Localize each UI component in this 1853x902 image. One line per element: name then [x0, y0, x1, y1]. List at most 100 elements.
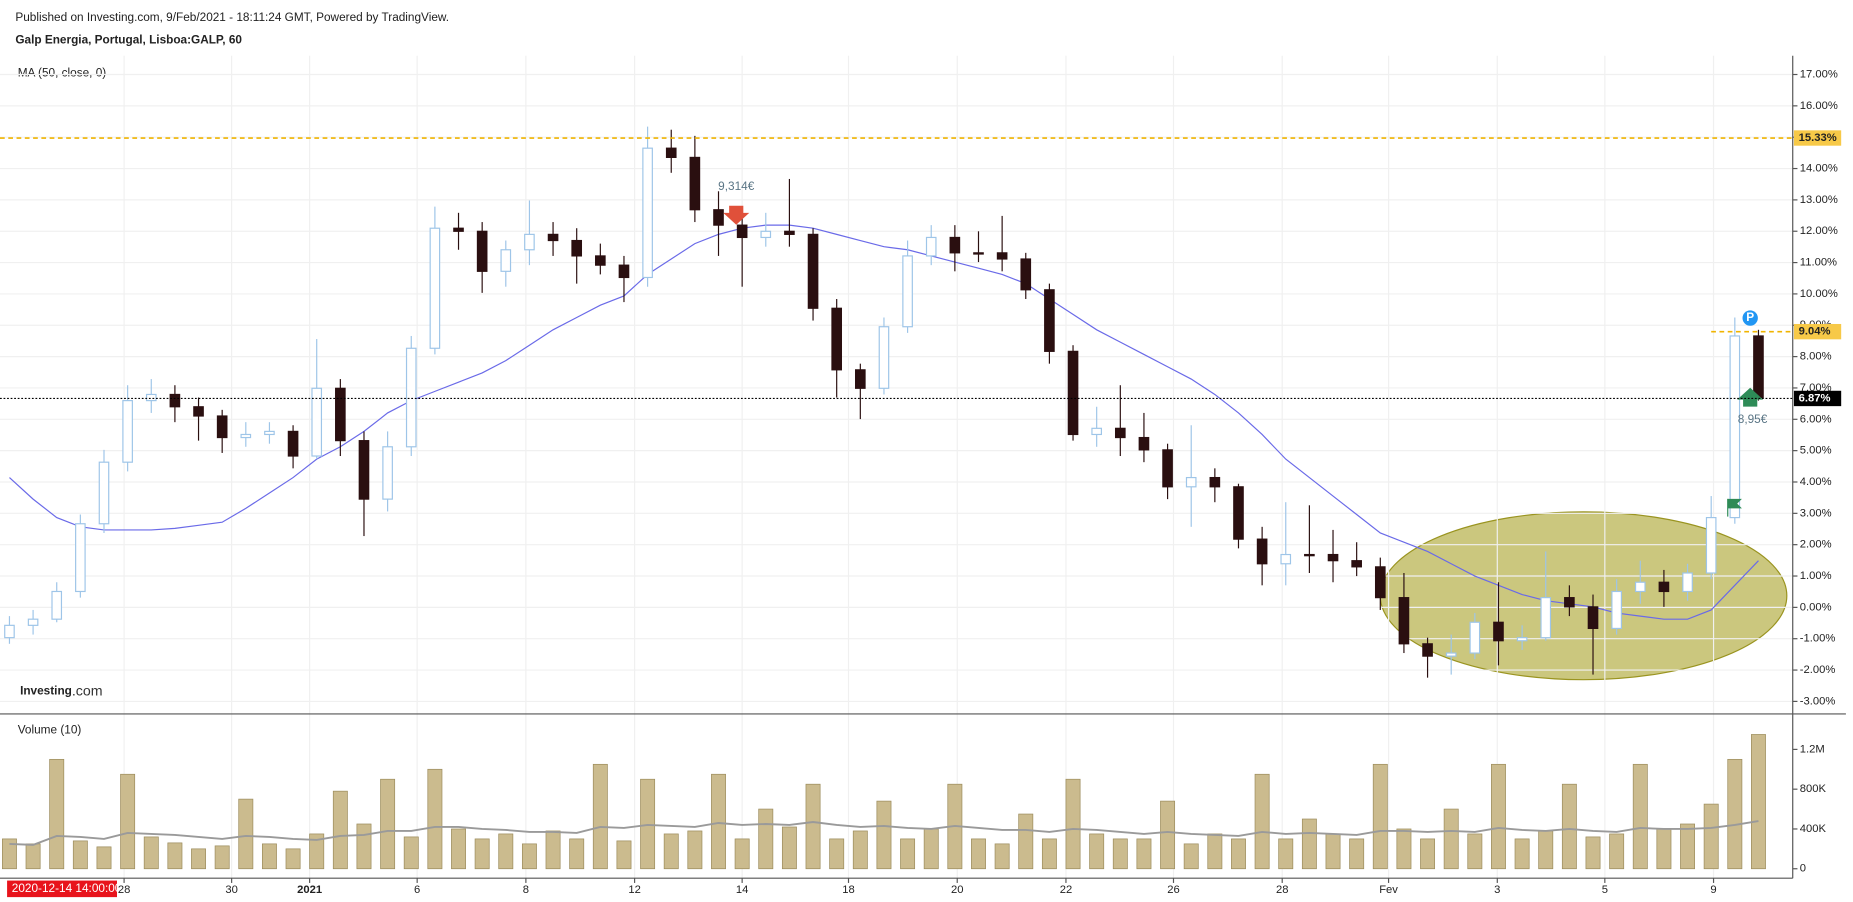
buy-arrow [1737, 387, 1764, 407]
x-tick-label: 8 [523, 884, 529, 896]
volume-bar [309, 833, 325, 870]
candle-body [1020, 258, 1032, 291]
y-tick-label: -1.00% [1800, 633, 1836, 645]
volume-bar [1656, 828, 1672, 870]
y-tick-label: 6.00% [1800, 413, 1832, 425]
y-tick-label: 5.00% [1800, 445, 1832, 457]
candle-body [4, 624, 15, 639]
x-tick-label: 28 [118, 884, 130, 896]
candle-body [169, 393, 181, 408]
candle-body [429, 227, 441, 349]
volume-bar [356, 823, 372, 870]
candle-body [547, 233, 559, 242]
candle-body [1705, 517, 1717, 574]
volume-ma [9, 820, 1759, 846]
candle-body [902, 255, 913, 328]
price-line-box [1793, 130, 1842, 146]
price-line-box [1793, 323, 1842, 340]
candle-body [311, 387, 323, 457]
x-tick-label: 3 [1494, 884, 1500, 896]
volume-bar [1231, 838, 1246, 870]
cursor-label-box [7, 880, 117, 898]
x-tick-label: 5 [1602, 884, 1608, 896]
candle-body [1634, 581, 1646, 593]
y-tick-label: 1.00% [1800, 570, 1832, 582]
candle-body [405, 347, 417, 448]
volume-bar [1467, 833, 1483, 870]
volume-bar [758, 808, 774, 870]
volume-bar [1491, 763, 1506, 870]
candle-body [1469, 621, 1481, 654]
candle-body [1729, 335, 1741, 519]
flag [1727, 498, 1742, 509]
x-tick-label: 30 [225, 884, 237, 896]
volume-bar [1609, 833, 1625, 870]
published: Published on Investing.com, 9/Feb/2021 -… [15, 10, 449, 24]
volume-bar [1301, 818, 1317, 870]
volume-bar [923, 828, 939, 870]
volume-bar [474, 838, 490, 870]
volume-tick-label: 400K [1800, 823, 1827, 835]
annotation: 9,314€ [718, 179, 755, 193]
volume-bar [971, 838, 986, 870]
volume-bar [1112, 838, 1128, 870]
candle-body [1114, 427, 1126, 439]
y-tick-label: 4.00% [1800, 476, 1832, 488]
x-tick-label: 12 [628, 884, 640, 896]
volume-bar [876, 800, 892, 870]
candle-body [1351, 560, 1362, 568]
candle-body [996, 252, 1008, 260]
candle-body [98, 461, 110, 525]
volume-bar [380, 778, 396, 870]
volume-bar [1443, 808, 1459, 870]
volume-bar [1751, 734, 1766, 870]
volume-bar [427, 768, 443, 870]
volume-bar [1089, 833, 1105, 870]
logo-name: Investing [20, 684, 72, 698]
volume-bar [781, 826, 797, 870]
volume-tick-label: 1.2M [1800, 743, 1825, 755]
candle-body [1185, 476, 1197, 488]
sell-arrow [723, 205, 750, 225]
candle-body [1422, 643, 1433, 657]
candle-body [831, 307, 843, 371]
volume-bar [1703, 803, 1719, 870]
candle-body [193, 406, 204, 417]
candle-body [1209, 476, 1221, 488]
x-tick-label: 9 [1710, 884, 1716, 896]
volume-bar [1160, 800, 1176, 870]
candle-body [1280, 553, 1292, 565]
candle-body [524, 233, 535, 251]
cursor-label: 2020-12-14 14:00:00 [12, 881, 122, 895]
candle-body [784, 230, 795, 235]
candle-body [1398, 597, 1410, 645]
candle-body [476, 230, 488, 272]
volume-bar [900, 838, 916, 870]
volume-bar [640, 778, 656, 870]
logo-suffix: .com [72, 683, 103, 699]
candle-body [1138, 436, 1150, 451]
volume-bar [1420, 838, 1436, 870]
volume-bar [1041, 838, 1057, 870]
y-tick-label: -3.00% [1800, 695, 1836, 707]
candle-body [1256, 538, 1268, 565]
candle-body [240, 433, 252, 439]
volume-bar [1727, 758, 1743, 870]
x-tick-label: Fev [1379, 884, 1398, 896]
y-tick-label: 10.00% [1800, 288, 1838, 300]
y-tick-label: 3.00% [1800, 507, 1832, 519]
x-tick-label: 26 [1167, 884, 1179, 896]
y-tick-label: 17.00% [1800, 68, 1838, 80]
volume-bar [616, 840, 632, 870]
volume-bar [1396, 828, 1412, 870]
volume-bar [120, 773, 136, 870]
volume-tick-label: 800K [1800, 783, 1827, 795]
candle-body [75, 523, 86, 593]
y-tick-label: 16.00% [1800, 100, 1838, 112]
candle-body [51, 590, 63, 620]
volume-bar [191, 848, 206, 870]
volume-bar [592, 763, 608, 870]
volume-bar [285, 848, 301, 870]
candle-body [618, 264, 630, 279]
